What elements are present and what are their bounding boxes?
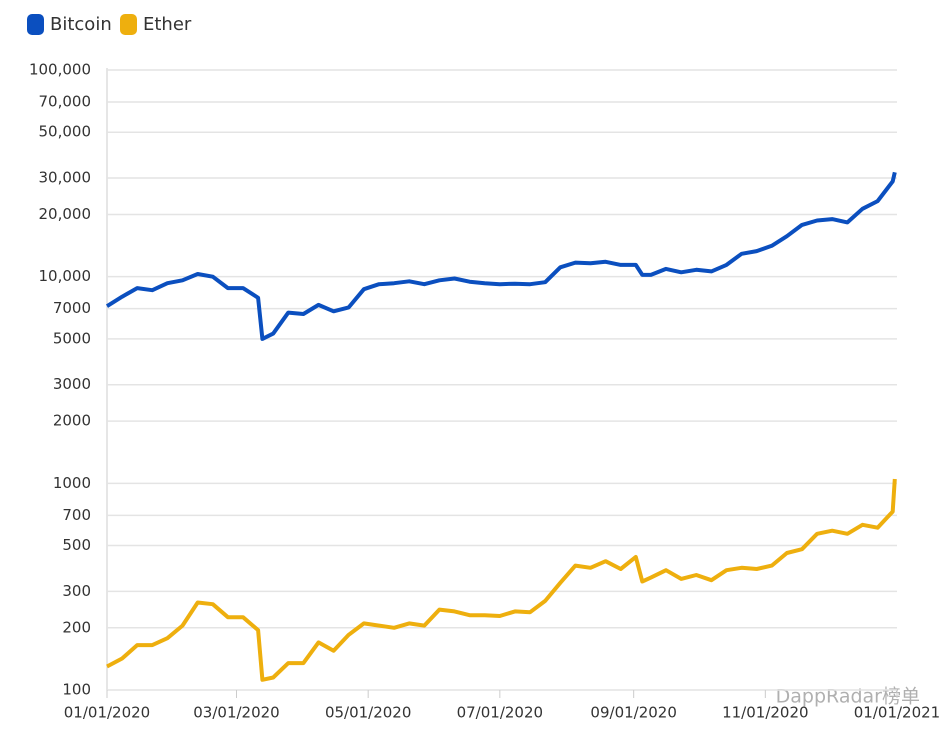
y-tick-label: 300: [62, 582, 91, 600]
x-tick-label: 09/01/2020: [590, 704, 676, 722]
series-line: [105, 171, 897, 341]
x-tick-label: 03/01/2020: [193, 704, 279, 722]
legend-label: Bitcoin: [50, 14, 112, 35]
y-tick-label: 500: [62, 536, 91, 554]
y-tick-label: 2000: [53, 412, 91, 430]
y-tick-label: 700: [62, 506, 91, 524]
x-tick-label: 05/01/2020: [325, 704, 411, 722]
x-tick-label: 01/01/2021: [854, 704, 940, 722]
legend: Bitcoin Ether: [27, 14, 192, 35]
y-tick-label: 20,000: [39, 205, 92, 223]
y-tick-label: 100: [62, 681, 91, 699]
y-tick-label: 10,000: [39, 267, 92, 285]
x-tick-label: 07/01/2020: [457, 704, 543, 722]
y-tick-label: 200: [62, 618, 91, 636]
x-tick-label: 11/01/2020: [722, 704, 808, 722]
y-tick-label: 100,000: [29, 61, 91, 79]
y-tick-label: 30,000: [39, 169, 92, 187]
watermark: DappRadar榜单: [776, 686, 920, 708]
y-tick-label: 7000: [53, 299, 91, 317]
legend-swatch: [120, 14, 137, 35]
series-line: [106, 478, 897, 682]
legend-label: Ether: [143, 14, 192, 35]
x-tick-label: 01/01/2020: [64, 704, 150, 722]
y-tick-label: 1000: [53, 474, 91, 492]
y-tick-label: 50,000: [39, 123, 92, 141]
legend-swatch: [27, 14, 44, 35]
y-tick-label: 3000: [53, 375, 91, 393]
y-tick-label: 5000: [53, 329, 91, 347]
y-tick-label: 70,000: [39, 93, 92, 111]
